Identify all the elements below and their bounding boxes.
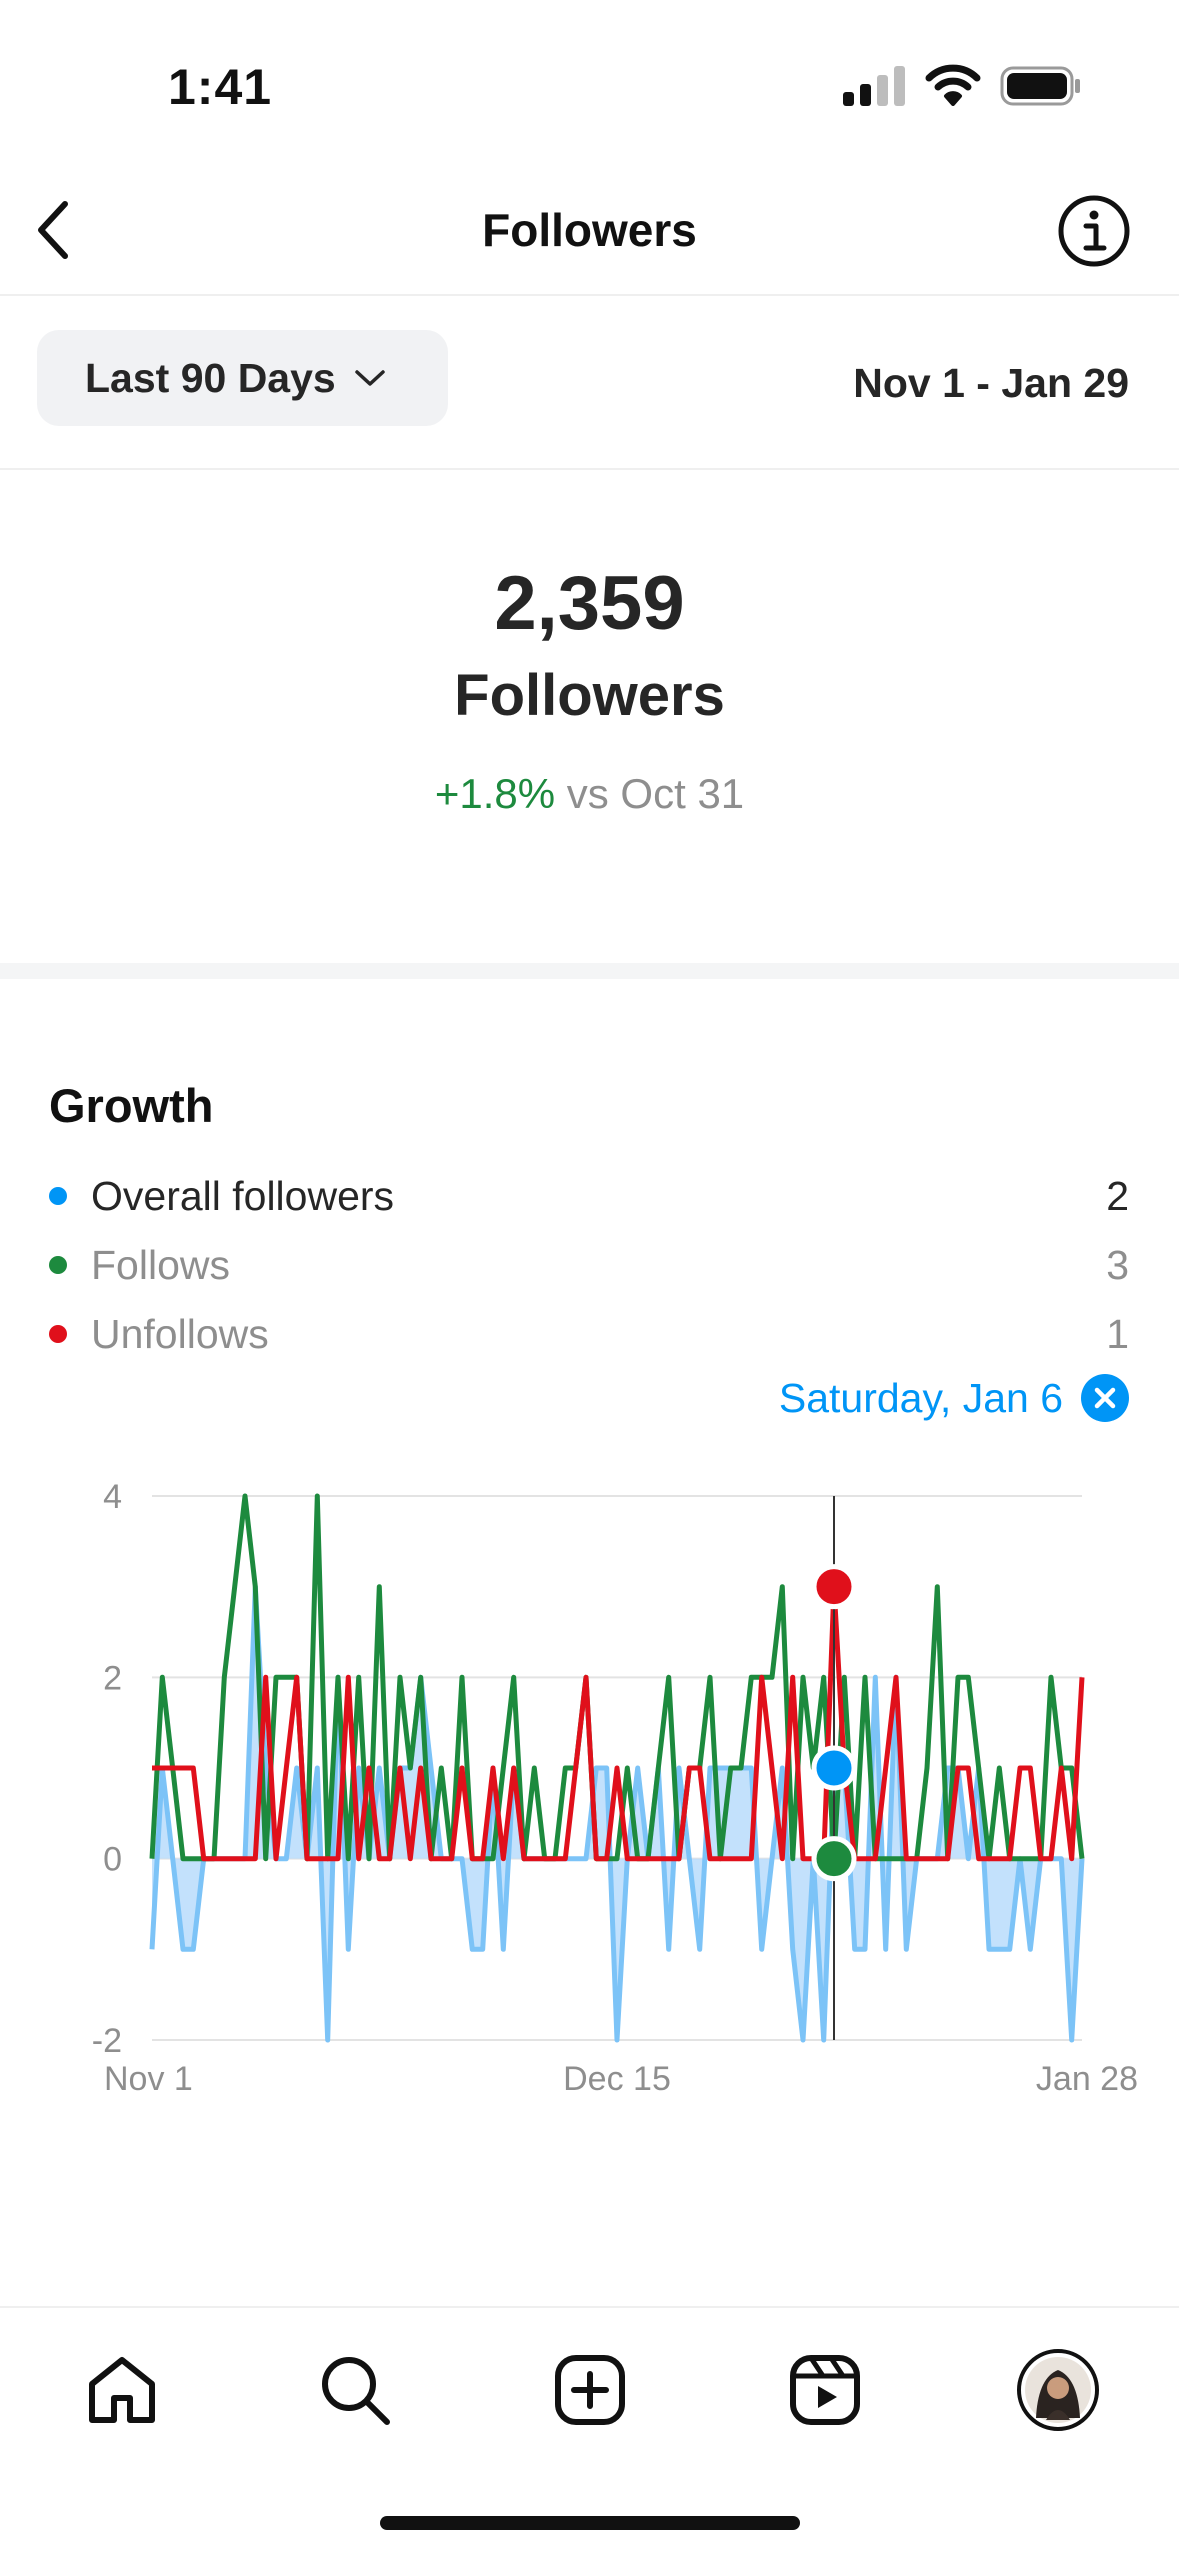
change-comparison: vs Oct 31: [555, 770, 745, 817]
legend-value: 3: [1106, 1241, 1129, 1288]
x-tick-label: Nov 1: [104, 2060, 193, 2098]
chevron-left-icon: [38, 201, 68, 259]
x-tick-label: Dec 15: [563, 2060, 671, 2098]
y-tick-label: 2: [103, 1659, 122, 1697]
legend-dot: [49, 1187, 67, 1205]
divider: [0, 294, 1179, 296]
legend-label: Overall followers: [91, 1172, 395, 1219]
legend-value: 1: [1106, 1310, 1129, 1357]
y-tick-label: 0: [103, 1841, 122, 1879]
home-icon: [89, 2357, 155, 2423]
selected-date-label: Saturday, Jan 6: [778, 1374, 1063, 1421]
unfollows-point: [811, 1564, 857, 1610]
tab-reels[interactable]: [770, 2335, 880, 2445]
profile-avatar: [1017, 2349, 1099, 2431]
legend-label: Unfollows: [91, 1310, 269, 1357]
tab-bar-divider: [0, 2306, 1179, 2308]
follower-count: 2,359: [494, 561, 685, 646]
date-range-text: Nov 1 - Jan 29: [853, 360, 1129, 406]
tab-search[interactable]: [300, 2335, 410, 2445]
home-indicator: [380, 2516, 800, 2530]
signal-icon: [843, 66, 905, 106]
divider: [0, 468, 1179, 470]
y-tick-label: 4: [103, 1478, 122, 1516]
legend-label: Follows: [91, 1241, 230, 1288]
growth-title: Growth: [49, 1079, 214, 1132]
clear-selection-button[interactable]: [1081, 1374, 1129, 1422]
wifi-icon: [925, 64, 981, 106]
status-time: 1:41: [168, 59, 273, 115]
chevron-down-icon: [354, 370, 385, 386]
tab-create[interactable]: [535, 2335, 645, 2445]
follows-point: [811, 1836, 857, 1882]
range-label: Last 90 Days: [85, 354, 336, 401]
date-range-dropdown[interactable]: Last 90 Days: [37, 330, 448, 426]
legend-value: 2: [1106, 1172, 1129, 1219]
unfollows-line: [152, 1584, 1085, 1862]
close-icon: [1094, 1387, 1116, 1409]
legend-follows[interactable]: Follows 3: [49, 1235, 1129, 1295]
overall-followers-area: [152, 1586, 1082, 2040]
legend-dot: [49, 1325, 67, 1343]
tab-home[interactable]: [67, 2335, 177, 2445]
selected-date-chip: Saturday, Jan 6: [779, 1374, 1129, 1422]
info-icon[interactable]: [1056, 193, 1132, 269]
reels-icon: [790, 2355, 860, 2425]
page-title: Followers: [482, 204, 697, 256]
overall-followers-point: [811, 1745, 857, 1791]
x-tick-label: Jan 28: [1036, 2060, 1138, 2098]
legend-unfollows[interactable]: Unfollows 1: [49, 1304, 1129, 1364]
legend-dot: [49, 1256, 67, 1274]
search-icon: [322, 2357, 390, 2425]
change-indicator: +1.8% vs Oct 31: [0, 770, 1179, 818]
battery-icon: [1000, 66, 1080, 106]
tab-profile[interactable]: [1003, 2335, 1113, 2445]
legend-overall-followers[interactable]: Overall followers 2: [49, 1166, 1129, 1226]
follower-count-label: Followers: [454, 663, 725, 728]
create-icon: [555, 2355, 625, 2425]
back-button[interactable]: [18, 190, 88, 270]
section-divider: [0, 963, 1179, 979]
change-percent: +1.8%: [434, 770, 556, 817]
y-tick-label: -2: [92, 2022, 122, 2060]
